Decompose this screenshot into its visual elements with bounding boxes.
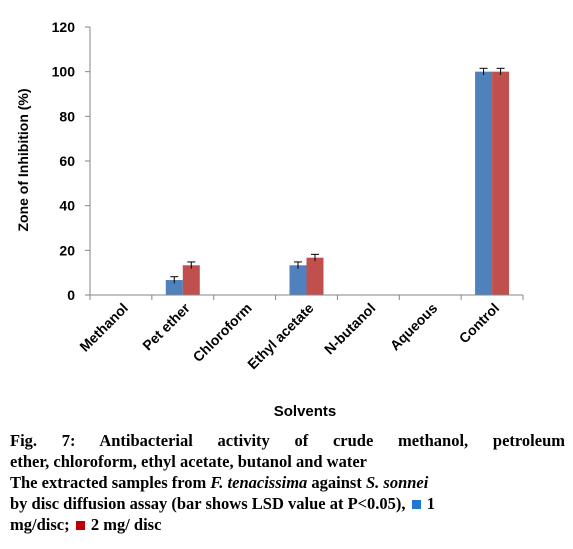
bar [492, 71, 510, 296]
caption-text: The extracted samples from [10, 473, 211, 492]
legend-label-2: 2 mg/ disc [90, 515, 162, 534]
legend-label-1: 1 [426, 494, 436, 513]
legend-swatch-1 [411, 499, 421, 509]
caption-text: against [307, 473, 366, 492]
bar [182, 265, 200, 295]
x-tick-label: Ethyl acetate [244, 300, 317, 373]
caption-line-1: Fig. 7: Antibacterial activity of crude … [10, 431, 565, 450]
y-tick-label: 20 [59, 242, 75, 258]
caption-line-3: The extracted samples from F. tenacissim… [10, 472, 565, 493]
x-tick-label: Control [456, 300, 503, 347]
bar-chart: 0 20 40 60 80 100 120 Methanol Pet etherChlorof… [15, 19, 524, 420]
y-tick-label: 80 [59, 108, 75, 124]
species-name: F. tenacissima [210, 473, 308, 492]
bacteria-name: S. sonnei [365, 473, 429, 492]
bar [289, 265, 307, 295]
bar [475, 71, 493, 296]
bar [306, 257, 324, 295]
bars [165, 67, 510, 296]
y-tick-label: 120 [52, 19, 76, 35]
x-axis-title: Solvents [274, 403, 337, 420]
y-tick-label: 100 [52, 64, 76, 80]
caption-line-4: by disc diffusion assay (bar shows LSD v… [10, 493, 565, 514]
y-axis-title: Zone of Inhibition (%) [15, 88, 31, 231]
caption-line-2: ether, chloroform, ethyl acetate, butano… [10, 452, 367, 471]
caption-text: mg/disc; [10, 515, 74, 534]
x-tick-label: N-butanol [321, 300, 379, 358]
x-tick-label: Chloroform [190, 300, 255, 365]
y-tick-label: 0 [67, 287, 75, 303]
caption-line-5: mg/disc; 2 mg/ disc [10, 514, 565, 535]
bar [165, 280, 183, 295]
x-tick-label: Aqueous [387, 300, 441, 354]
caption-text: by disc diffusion assay (bar shows LSD v… [10, 494, 410, 513]
y-tick-label: 40 [59, 198, 75, 214]
y-axis: 0 20 40 60 80 100 120 [52, 19, 91, 303]
legend-swatch-2 [75, 520, 85, 530]
x-tick-label: Pet ether [139, 299, 193, 353]
figure-caption: Fig. 7: Antibacterial activity of crude … [10, 430, 565, 535]
y-tick-label: 60 [59, 153, 75, 169]
x-tick-label: Methanol [76, 300, 131, 355]
